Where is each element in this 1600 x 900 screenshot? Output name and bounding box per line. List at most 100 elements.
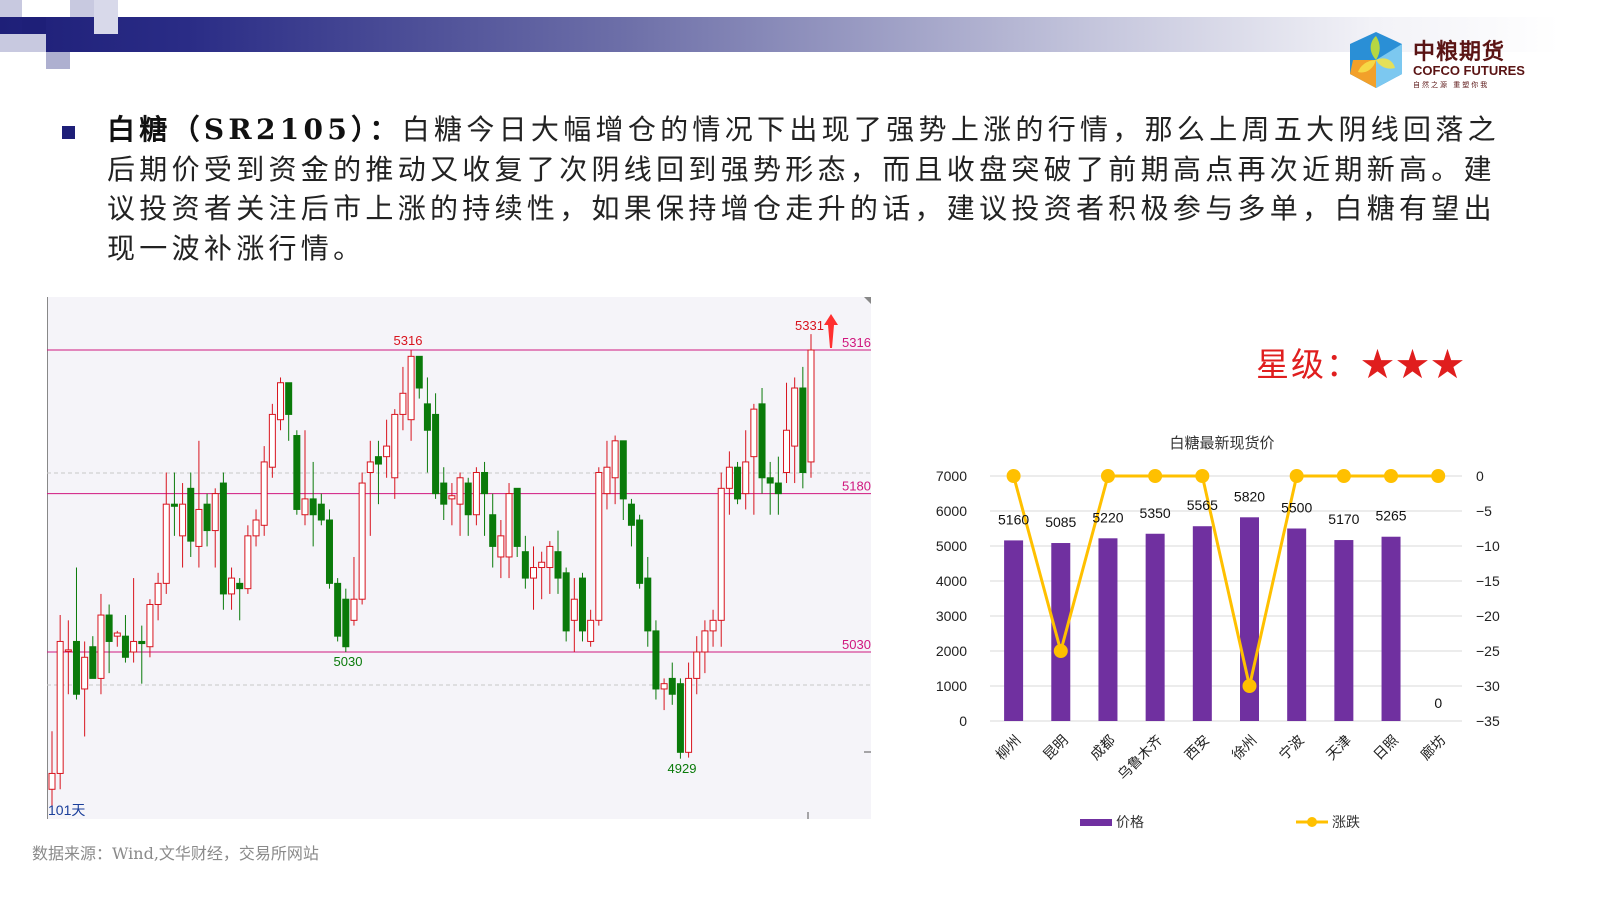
candle-body <box>407 355 415 421</box>
candle <box>538 551 546 600</box>
candle-body <box>481 471 489 495</box>
candle-body <box>554 551 562 579</box>
candle-body <box>211 493 219 532</box>
bar-price <box>1192 526 1212 721</box>
candle-body <box>56 640 64 774</box>
candle <box>546 541 554 594</box>
candle <box>138 625 146 684</box>
bar-price <box>1051 543 1071 721</box>
bar-data-label: 5265 <box>1375 508 1406 524</box>
candle <box>611 435 619 505</box>
y-left-tick-label: 5000 <box>936 538 967 554</box>
candle <box>448 483 456 526</box>
line-point-change <box>1100 469 1115 483</box>
line-point-change <box>1336 469 1351 483</box>
candle <box>774 456 782 515</box>
logo-text-cn: 中粮期货 <box>1413 40 1506 65</box>
candle <box>440 467 448 521</box>
candle-body <box>293 435 301 510</box>
candle-body <box>113 632 121 637</box>
candle-body <box>685 677 693 753</box>
candle-body <box>154 582 162 605</box>
candlestick-chart: 5316 5180 5030 5316 5030 4929 5331 101天 <box>47 297 871 819</box>
candle <box>750 403 758 515</box>
candle <box>530 546 538 610</box>
bar-data-label: 0 <box>1434 695 1442 711</box>
x-category-label: 成都 <box>1088 733 1119 764</box>
candle <box>121 615 129 663</box>
candle <box>489 493 497 568</box>
candle-body <box>391 413 399 479</box>
legend: 价格 涨跌 <box>1080 815 1360 831</box>
candle-body <box>595 471 603 621</box>
candle <box>342 588 350 653</box>
y-right-tick-label: −20 <box>1476 608 1500 624</box>
candle-body <box>725 466 733 489</box>
legend-marker-change <box>1307 817 1317 827</box>
candle-body <box>334 582 342 637</box>
bar-data-label: 5565 <box>1187 497 1218 513</box>
candle-body <box>578 577 586 632</box>
candle <box>260 446 268 536</box>
candle-body <box>187 487 195 542</box>
candle <box>783 382 791 484</box>
candle-body <box>309 498 317 516</box>
candle <box>497 520 505 579</box>
bar-price <box>1381 536 1401 721</box>
annotation-low-2: 4929 <box>668 761 697 776</box>
candle-body <box>758 403 766 479</box>
candle <box>587 609 595 647</box>
up-arrow-icon <box>824 314 838 348</box>
candle <box>236 578 244 621</box>
candle-body <box>774 482 782 495</box>
candle <box>701 620 709 674</box>
candle <box>709 609 717 647</box>
candle-body <box>766 477 774 484</box>
candle <box>432 393 440 499</box>
candle <box>64 620 72 695</box>
candle-body <box>538 561 546 569</box>
candle-body <box>342 598 350 648</box>
candle-body <box>619 440 627 500</box>
candle-body <box>497 535 505 558</box>
candle-body <box>399 392 407 415</box>
candle <box>374 440 382 505</box>
y-right-tick-label: −25 <box>1476 643 1500 659</box>
candle <box>595 467 603 626</box>
candle-body <box>676 683 684 753</box>
x-category-label: 廊坊 <box>1417 732 1449 764</box>
candle-body <box>162 503 170 584</box>
candle-body <box>228 577 236 595</box>
candle-body <box>627 503 635 526</box>
candle-body <box>603 466 611 495</box>
candle-body <box>325 519 333 584</box>
candle-body <box>374 456 382 465</box>
candle-body <box>693 651 701 679</box>
candle <box>562 567 570 642</box>
line-point-change <box>1006 469 1021 483</box>
candle <box>195 440 203 568</box>
candle <box>211 488 219 568</box>
candle <box>56 615 64 790</box>
candle <box>219 472 227 610</box>
candle <box>81 641 89 737</box>
level-label: 5316 <box>842 335 871 350</box>
candle <box>350 556 358 626</box>
candle <box>456 472 464 536</box>
bar-data-label: 5820 <box>1234 488 1265 504</box>
candle <box>366 440 374 536</box>
candle <box>317 493 325 526</box>
level-label: 5180 <box>842 479 871 494</box>
candle <box>407 350 415 441</box>
candle <box>334 578 342 642</box>
candle-body <box>636 519 644 584</box>
y-left-tick-label: 2000 <box>936 643 967 659</box>
candle-body <box>709 619 717 632</box>
candle <box>464 477 472 536</box>
candle-body <box>219 482 227 595</box>
candle-body <box>799 387 807 473</box>
candle <box>505 483 513 579</box>
candle <box>627 498 635 547</box>
commentary-paragraph: 白糖（SR2105）：白糖今日大幅增仓的情况下出现了强势上涨的行情，那么上周五大… <box>107 110 1512 268</box>
annotation-low: 5030 <box>334 654 363 669</box>
